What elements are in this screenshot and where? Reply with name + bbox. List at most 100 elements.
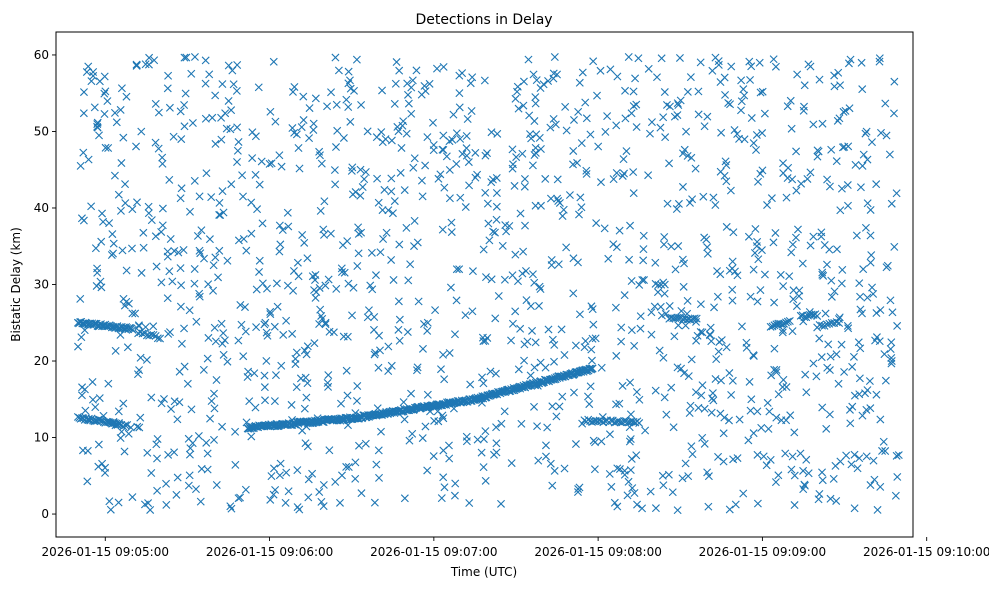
clutter-detection	[678, 149, 687, 158]
clutter-detection	[356, 165, 365, 174]
clutter-detection	[311, 94, 320, 103]
clutter-detection	[295, 164, 304, 173]
clutter-detection	[448, 135, 457, 144]
clutter-detection	[821, 309, 830, 318]
clutter-detection	[368, 285, 377, 294]
clutter-detection	[778, 328, 787, 337]
clutter-detection	[771, 478, 780, 487]
clutter-detection	[802, 388, 811, 397]
clutter-detection	[700, 122, 709, 131]
clutter-detection	[407, 83, 416, 92]
clutter-detection	[165, 267, 174, 276]
clutter-detection	[612, 168, 621, 177]
clutter-detection	[260, 371, 269, 380]
clutter-detection	[834, 379, 843, 388]
clutter-detection	[333, 126, 342, 135]
clutter-detection	[310, 286, 319, 295]
clutter-detection	[180, 122, 189, 131]
clutter-detection	[418, 192, 427, 201]
clutter-detection	[89, 71, 98, 80]
clutter-detection	[266, 107, 275, 116]
clutter-detection	[360, 175, 369, 184]
clutter-detection	[606, 65, 615, 74]
clutter-detection	[370, 350, 379, 359]
track-detection	[147, 330, 156, 339]
clutter-detection	[135, 423, 144, 432]
clutter-detection	[760, 270, 769, 279]
clutter-detection	[560, 464, 569, 473]
clutter-detection	[299, 116, 308, 125]
clutter-detection	[674, 101, 683, 109]
clutter-detection	[387, 136, 396, 145]
clutter-detection	[133, 370, 142, 379]
clutter-detection	[730, 126, 739, 135]
clutter-detection	[870, 475, 879, 484]
clutter-detection	[481, 273, 490, 282]
clutter-detection	[292, 348, 301, 357]
clutter-detection	[344, 103, 353, 111]
clutter-detection	[197, 226, 206, 235]
clutter-detection	[700, 404, 709, 413]
clutter-detection	[452, 159, 461, 168]
clutter-detection	[539, 80, 548, 89]
clutter-detection	[147, 393, 156, 402]
clutter-detection	[134, 321, 143, 330]
clutter-detection	[588, 334, 597, 343]
clutter-detection	[815, 334, 824, 343]
clutter-detection	[176, 264, 185, 273]
clutter-detection	[487, 275, 496, 284]
clutter-detection	[177, 281, 186, 290]
clutter-detection	[429, 452, 438, 461]
clutter-detection	[166, 235, 175, 243]
clutter-detection	[629, 168, 638, 177]
clutter-detection	[803, 174, 812, 183]
clutter-detection	[857, 58, 866, 67]
clutter-detection	[93, 268, 102, 277]
clutter-detection	[464, 158, 473, 167]
clutter-detection	[790, 471, 799, 480]
track-detection	[635, 419, 644, 428]
clutter-detection	[830, 287, 839, 296]
clutter-detection	[753, 297, 762, 306]
clutter-detection	[621, 114, 630, 123]
clutter-detection	[408, 76, 417, 85]
clutter-detection	[251, 132, 260, 141]
clutter-detection	[439, 473, 448, 482]
track-detection	[815, 320, 824, 329]
clutter-detection	[832, 157, 841, 166]
clutter-detection	[309, 125, 318, 134]
clutter-detection	[687, 355, 696, 364]
clutter-detection	[379, 234, 388, 243]
clutter-detection	[337, 268, 346, 276]
clutter-detection	[217, 135, 226, 144]
clutter-detection	[511, 307, 520, 316]
clutter-detection	[809, 359, 818, 368]
clutter-detection	[682, 127, 691, 136]
clutter-detection	[575, 310, 584, 319]
clutter-detection	[651, 504, 660, 513]
clutter-detection	[79, 109, 88, 118]
clutter-detection	[516, 324, 525, 333]
clutter-detection	[675, 53, 684, 62]
clutter-detection	[491, 369, 500, 378]
clutter-detection	[432, 64, 441, 73]
clutter-detection	[513, 82, 522, 91]
clutter-detection	[408, 429, 417, 438]
clutter-detection	[97, 283, 106, 292]
clutter-detection	[586, 130, 595, 139]
clutter-detection	[823, 175, 832, 184]
clutter-detection	[872, 390, 881, 399]
clutter-detection	[344, 279, 353, 288]
clutter-detection	[824, 340, 833, 349]
clutter-detection	[157, 399, 166, 408]
clutter-detection	[384, 367, 393, 376]
clutter-detection	[414, 297, 423, 306]
clutter-detection	[839, 107, 848, 116]
clutter-detection	[749, 139, 758, 148]
clutter-detection	[688, 195, 697, 204]
clutter-detection	[402, 129, 411, 138]
clutter-detection	[505, 221, 514, 230]
clutter-detection	[887, 356, 896, 365]
clutter-detection	[825, 366, 834, 375]
clutter-detection	[177, 339, 186, 348]
